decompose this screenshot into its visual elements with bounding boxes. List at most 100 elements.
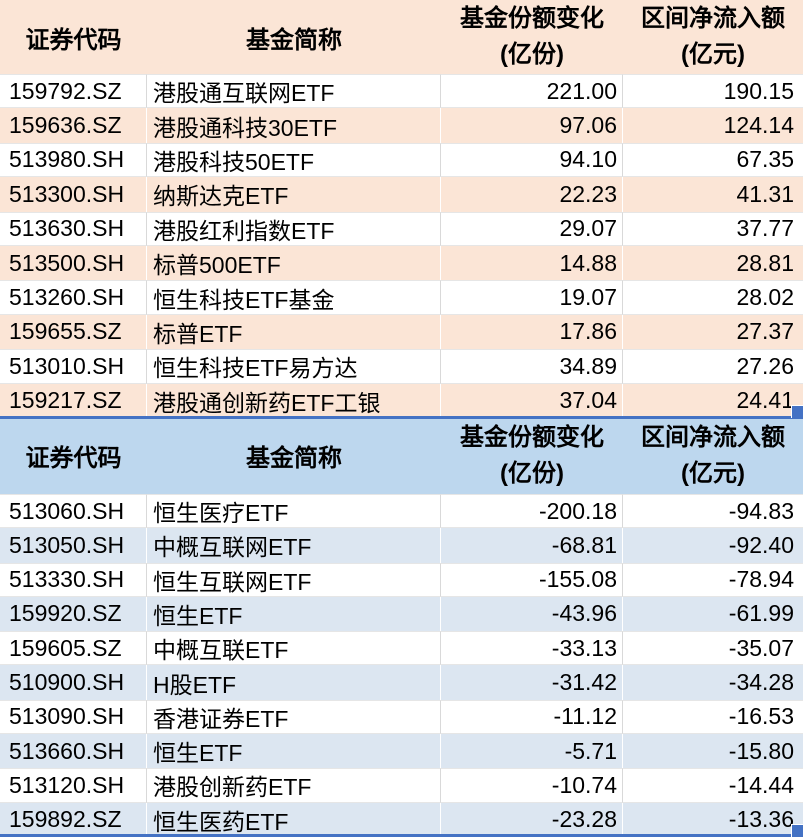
- share-change-cell[interactable]: -11.12: [441, 699, 623, 734]
- header-code-cell[interactable]: 证券代码: [0, 417, 147, 494]
- fund-name-cell[interactable]: 标普500ETF: [147, 245, 441, 281]
- fund-name-cell[interactable]: 纳斯达克ETF: [147, 177, 441, 212]
- share-change-cell[interactable]: -200.18: [441, 493, 623, 529]
- net-inflow-cell[interactable]: -78.94: [623, 562, 803, 597]
- net-inflow-cell[interactable]: -13.36: [623, 802, 803, 837]
- fund-name-cell[interactable]: 恒生医疗ETF: [147, 493, 441, 529]
- net-inflow-cell[interactable]: 27.37: [623, 314, 803, 350]
- fund-name-cell[interactable]: 港股通创新药ETF工银: [147, 383, 441, 418]
- code-cell[interactable]: 510900.SH: [0, 665, 147, 700]
- net-inflow-cell[interactable]: -16.53: [623, 699, 803, 734]
- header-code-cell[interactable]: 证券代码: [0, 0, 147, 74]
- net-inflow-cell[interactable]: 67.35: [623, 142, 803, 178]
- header-share-change-cell[interactable]: 基金份额变化 (亿份): [441, 0, 623, 74]
- outflow-table-header: 证券代码 基金简称 基金份额变化 (亿份) 区间净流入额 (亿元): [0, 417, 803, 494]
- selection-border-bottom: [0, 834, 803, 837]
- inflow-table: 证券代码 基金简称 基金份额变化 (亿份) 区间净流入额 (亿元) 159792…: [0, 0, 803, 418]
- share-change-cell[interactable]: 29.07: [441, 211, 623, 246]
- header-share-change-label: 基金份额变化: [460, 423, 604, 451]
- share-change-cell[interactable]: 94.10: [441, 142, 623, 178]
- code-cell[interactable]: 513300.SH: [0, 177, 147, 212]
- code-cell[interactable]: 513660.SH: [0, 733, 147, 769]
- table-row: 513660.SH 恒生ETF -5.71 -15.80: [0, 733, 803, 769]
- fund-name-cell[interactable]: 恒生互联网ETF: [147, 562, 441, 597]
- fund-name-cell[interactable]: H股ETF: [147, 665, 441, 700]
- net-inflow-cell[interactable]: -15.80: [623, 733, 803, 769]
- code-cell[interactable]: 159655.SZ: [0, 314, 147, 350]
- share-change-cell[interactable]: 97.06: [441, 108, 623, 143]
- code-cell[interactable]: 159920.SZ: [0, 596, 147, 632]
- header-net-inflow-label: 区间净流入额: [641, 423, 785, 451]
- share-change-cell[interactable]: 14.88: [441, 245, 623, 281]
- code-cell[interactable]: 513260.SH: [0, 280, 147, 315]
- fund-name-cell[interactable]: 恒生ETF: [147, 596, 441, 632]
- fund-name-cell[interactable]: 中概互联网ETF: [147, 528, 441, 563]
- share-change-cell[interactable]: -31.42: [441, 665, 623, 700]
- fund-name-cell[interactable]: 恒生科技ETF易方达: [147, 349, 441, 384]
- share-change-cell[interactable]: -68.81: [441, 528, 623, 563]
- table-row: 159636.SZ 港股通科技30ETF 97.06 124.14: [0, 108, 803, 143]
- net-inflow-cell[interactable]: 124.14: [623, 108, 803, 143]
- code-cell[interactable]: 159892.SZ: [0, 802, 147, 837]
- code-cell[interactable]: 513090.SH: [0, 699, 147, 734]
- share-change-cell[interactable]: -10.74: [441, 768, 623, 803]
- code-cell[interactable]: 159217.SZ: [0, 383, 147, 418]
- header-fund-name-cell[interactable]: 基金简称: [147, 417, 441, 494]
- table-row: 513500.SH 标普500ETF 14.88 28.81: [0, 245, 803, 281]
- net-inflow-cell[interactable]: 28.81: [623, 245, 803, 281]
- net-inflow-cell[interactable]: -14.44: [623, 768, 803, 803]
- fill-handle-icon[interactable]: [791, 405, 803, 418]
- table-row: 513300.SH 纳斯达克ETF 22.23 41.31: [0, 177, 803, 212]
- share-change-cell[interactable]: -5.71: [441, 733, 623, 769]
- share-change-cell[interactable]: -155.08: [441, 562, 623, 597]
- code-cell[interactable]: 159792.SZ: [0, 74, 147, 109]
- code-cell[interactable]: 513630.SH: [0, 211, 147, 246]
- net-inflow-cell[interactable]: 28.02: [623, 280, 803, 315]
- share-change-cell[interactable]: 19.07: [441, 280, 623, 315]
- share-change-cell[interactable]: 17.86: [441, 314, 623, 350]
- share-change-cell[interactable]: -23.28: [441, 802, 623, 837]
- fund-name-cell[interactable]: 恒生医药ETF: [147, 802, 441, 837]
- net-inflow-cell[interactable]: -61.99: [623, 596, 803, 632]
- net-inflow-cell[interactable]: -35.07: [623, 631, 803, 666]
- fund-name-cell[interactable]: 中概互联ETF: [147, 631, 441, 666]
- code-cell[interactable]: 513980.SH: [0, 142, 147, 178]
- share-change-cell[interactable]: 221.00: [441, 74, 623, 109]
- code-cell[interactable]: 513050.SH: [0, 528, 147, 563]
- header-net-inflow-cell[interactable]: 区间净流入额 (亿元): [623, 417, 803, 494]
- share-change-cell[interactable]: 34.89: [441, 349, 623, 384]
- net-inflow-cell[interactable]: 37.77: [623, 211, 803, 246]
- code-cell[interactable]: 513330.SH: [0, 562, 147, 597]
- net-inflow-cell[interactable]: 190.15: [623, 74, 803, 109]
- header-net-inflow-cell[interactable]: 区间净流入额 (亿元): [623, 0, 803, 74]
- code-cell[interactable]: 513120.SH: [0, 768, 147, 803]
- share-change-cell[interactable]: 22.23: [441, 177, 623, 212]
- code-cell[interactable]: 513060.SH: [0, 493, 147, 529]
- net-inflow-cell[interactable]: 41.31: [623, 177, 803, 212]
- fund-name-cell[interactable]: 港股红利指数ETF: [147, 211, 441, 246]
- net-inflow-cell[interactable]: -94.83: [623, 493, 803, 529]
- code-cell[interactable]: 159605.SZ: [0, 631, 147, 666]
- share-change-cell[interactable]: -43.96: [441, 596, 623, 632]
- fund-name-cell[interactable]: 恒生科技ETF基金: [147, 280, 441, 315]
- fund-name-cell[interactable]: 港股科技50ETF: [147, 142, 441, 178]
- code-cell[interactable]: 159636.SZ: [0, 108, 147, 143]
- net-inflow-cell[interactable]: -92.40: [623, 528, 803, 563]
- net-inflow-cell[interactable]: -34.28: [623, 665, 803, 700]
- header-fund-name-cell[interactable]: 基金简称: [147, 0, 441, 74]
- fund-name-cell[interactable]: 香港证券ETF: [147, 699, 441, 734]
- share-change-cell[interactable]: -33.13: [441, 631, 623, 666]
- net-inflow-cell[interactable]: 27.26: [623, 349, 803, 384]
- code-cell[interactable]: 513010.SH: [0, 349, 147, 384]
- fund-name-cell[interactable]: 标普ETF: [147, 314, 441, 350]
- fund-name-cell[interactable]: 港股通科技30ETF: [147, 108, 441, 143]
- fund-name-cell[interactable]: 港股通互联网ETF: [147, 74, 441, 109]
- share-change-cell[interactable]: 37.04: [441, 383, 623, 418]
- fill-handle-icon[interactable]: [791, 824, 803, 837]
- net-inflow-cell[interactable]: 24.41: [623, 383, 803, 418]
- code-cell[interactable]: 513500.SH: [0, 245, 147, 281]
- fund-name-cell[interactable]: 恒生ETF: [147, 733, 441, 769]
- table-row: 513120.SH 港股创新药ETF -10.74 -14.44: [0, 768, 803, 803]
- header-share-change-cell[interactable]: 基金份额变化 (亿份): [441, 417, 623, 494]
- fund-name-cell[interactable]: 港股创新药ETF: [147, 768, 441, 803]
